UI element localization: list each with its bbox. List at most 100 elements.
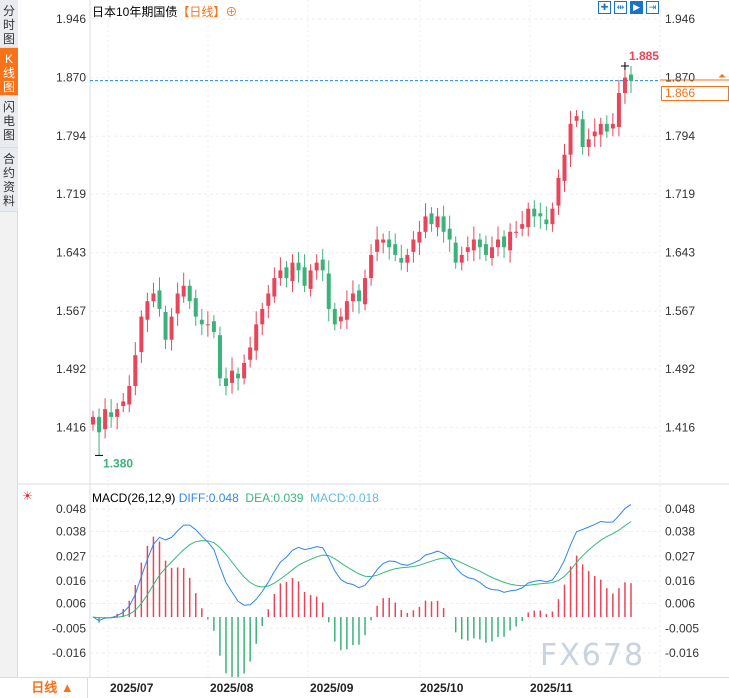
candle-body [538,213,543,217]
candle-body [399,258,404,263]
tab-timeshare[interactable]: 分时图 [0,0,18,48]
macd-y-tick-left: 0.027 [56,549,86,563]
candle-body [598,123,603,135]
candle-body [308,270,313,289]
candle-body [483,244,488,255]
candle-body [199,319,204,325]
candle-body [223,378,228,387]
candle-body [550,208,555,225]
watermark: FX678 [540,638,646,673]
candle-body [435,216,440,228]
candle-body [320,259,325,271]
y-tick-right: 1.719 [665,187,695,201]
candle-body [363,278,368,305]
candle-body [393,244,398,255]
candle-body [489,247,494,259]
candle-body [230,370,235,383]
macd-y-tick-right: 0.016 [665,574,695,588]
candle-body [115,409,120,417]
tab-flash[interactable]: 闪电图 [0,96,18,148]
candle-body [332,308,337,325]
dea-value: DEA:0.039 [245,491,304,505]
candle-body [163,312,168,340]
time-axis: 日线 ▲ 2025/07 2025/08 2025/09 2025/10 202… [0,677,729,698]
sidebar: 分时图 K线图 闪电图 合约资料 [0,0,18,677]
candle-body [405,254,410,263]
y-tick-left: 1.794 [56,129,86,143]
candle-body [586,139,591,147]
candle-body [381,239,386,243]
candle-body [465,247,470,252]
candle-body [97,416,102,433]
play-axis-icon[interactable]: ▶ [630,1,643,14]
candle-body [91,416,95,425]
candle-body [459,254,464,263]
candle-body [139,316,144,353]
candle-body [236,373,241,379]
candle-body [471,239,476,251]
macd-y-tick-right: 0.027 [665,549,695,563]
candle-body [260,308,265,325]
candle-body [272,278,277,297]
settings-icon[interactable]: ☀ [22,489,33,503]
candle-body [151,293,156,302]
y-tick-right: 1.567 [665,304,695,318]
candle-body [169,316,174,340]
macd-y-tick-left: 0.038 [56,525,86,539]
macd-value: MACD:0.018 [310,491,379,505]
candle-body [133,355,138,387]
diff-value: DIFF:0.048 [178,491,239,505]
candle-body [350,293,355,302]
candle-body [314,262,319,271]
candle-body [278,270,283,279]
candle-body [616,93,621,127]
y-tick-left: 1.870 [56,71,86,85]
candle-body [496,239,501,248]
candle-body [205,324,210,326]
fit-range-icon[interactable]: ⇹ [614,1,627,14]
y-tick-left: 1.416 [56,421,86,435]
candle-body [157,290,162,309]
max-label: 1.885 [629,49,659,63]
candle-body [181,285,186,297]
x-tick: 2025/11 [530,681,573,695]
chart-title: 日本10年期国债【日线】⊕ [92,3,237,20]
candle-body [344,301,349,320]
macd-y-tick-left: 0.016 [56,574,86,588]
crosshair-icon[interactable]: ✚ [598,1,611,14]
macd-y-tick-right: 0.048 [665,502,695,516]
candle-body [127,386,132,405]
tab-kline[interactable]: K线图 [0,48,18,96]
x-tick: 2025/08 [210,681,254,695]
candle-body [526,208,531,228]
dea-line [92,521,632,619]
chart-toolbar: ✚ ⇹ ▶ ⇥ [598,1,659,14]
current-price-label: 1.866 [661,86,729,101]
candle-body [429,213,434,225]
circle-plus-icon[interactable]: ⊕ [225,5,238,19]
double-chevron-up-icon[interactable]: ⏶ [718,71,726,82]
candle-body [544,219,549,225]
x-tick: 2025/09 [310,681,354,695]
candle-body [284,267,289,279]
y-tick-right: 1.946 [665,12,695,26]
candle-body [369,254,374,279]
candle-body [248,347,253,360]
y-tick-right: 1.416 [665,421,695,435]
period-selector[interactable]: 日线 ▲ [18,678,88,698]
jump-end-icon[interactable]: ⇥ [646,1,659,14]
y-tick-right: 1.492 [665,362,695,376]
tab-contract-info[interactable]: 合约资料 [0,148,18,212]
max-marker [620,62,629,71]
macd-y-tick-right: -0.005 [665,621,699,635]
candle-body [375,239,380,252]
candle-body [604,123,609,132]
period-label: 【日线】 [177,5,226,19]
y-tick-left: 1.643 [56,246,86,260]
candle-body [508,231,513,251]
macd-legend: MACD(26,12,9) DIFF:0.048 DEA:0.039 MACD:… [92,491,379,505]
macd-y-tick-right: -0.016 [665,646,699,660]
candle-body [296,262,301,271]
candle-body [447,228,452,240]
kline-chart[interactable]: 1.946 1.946 1.870 1.870 1.794 1.794 1.719 1.719… [0,0,729,677]
